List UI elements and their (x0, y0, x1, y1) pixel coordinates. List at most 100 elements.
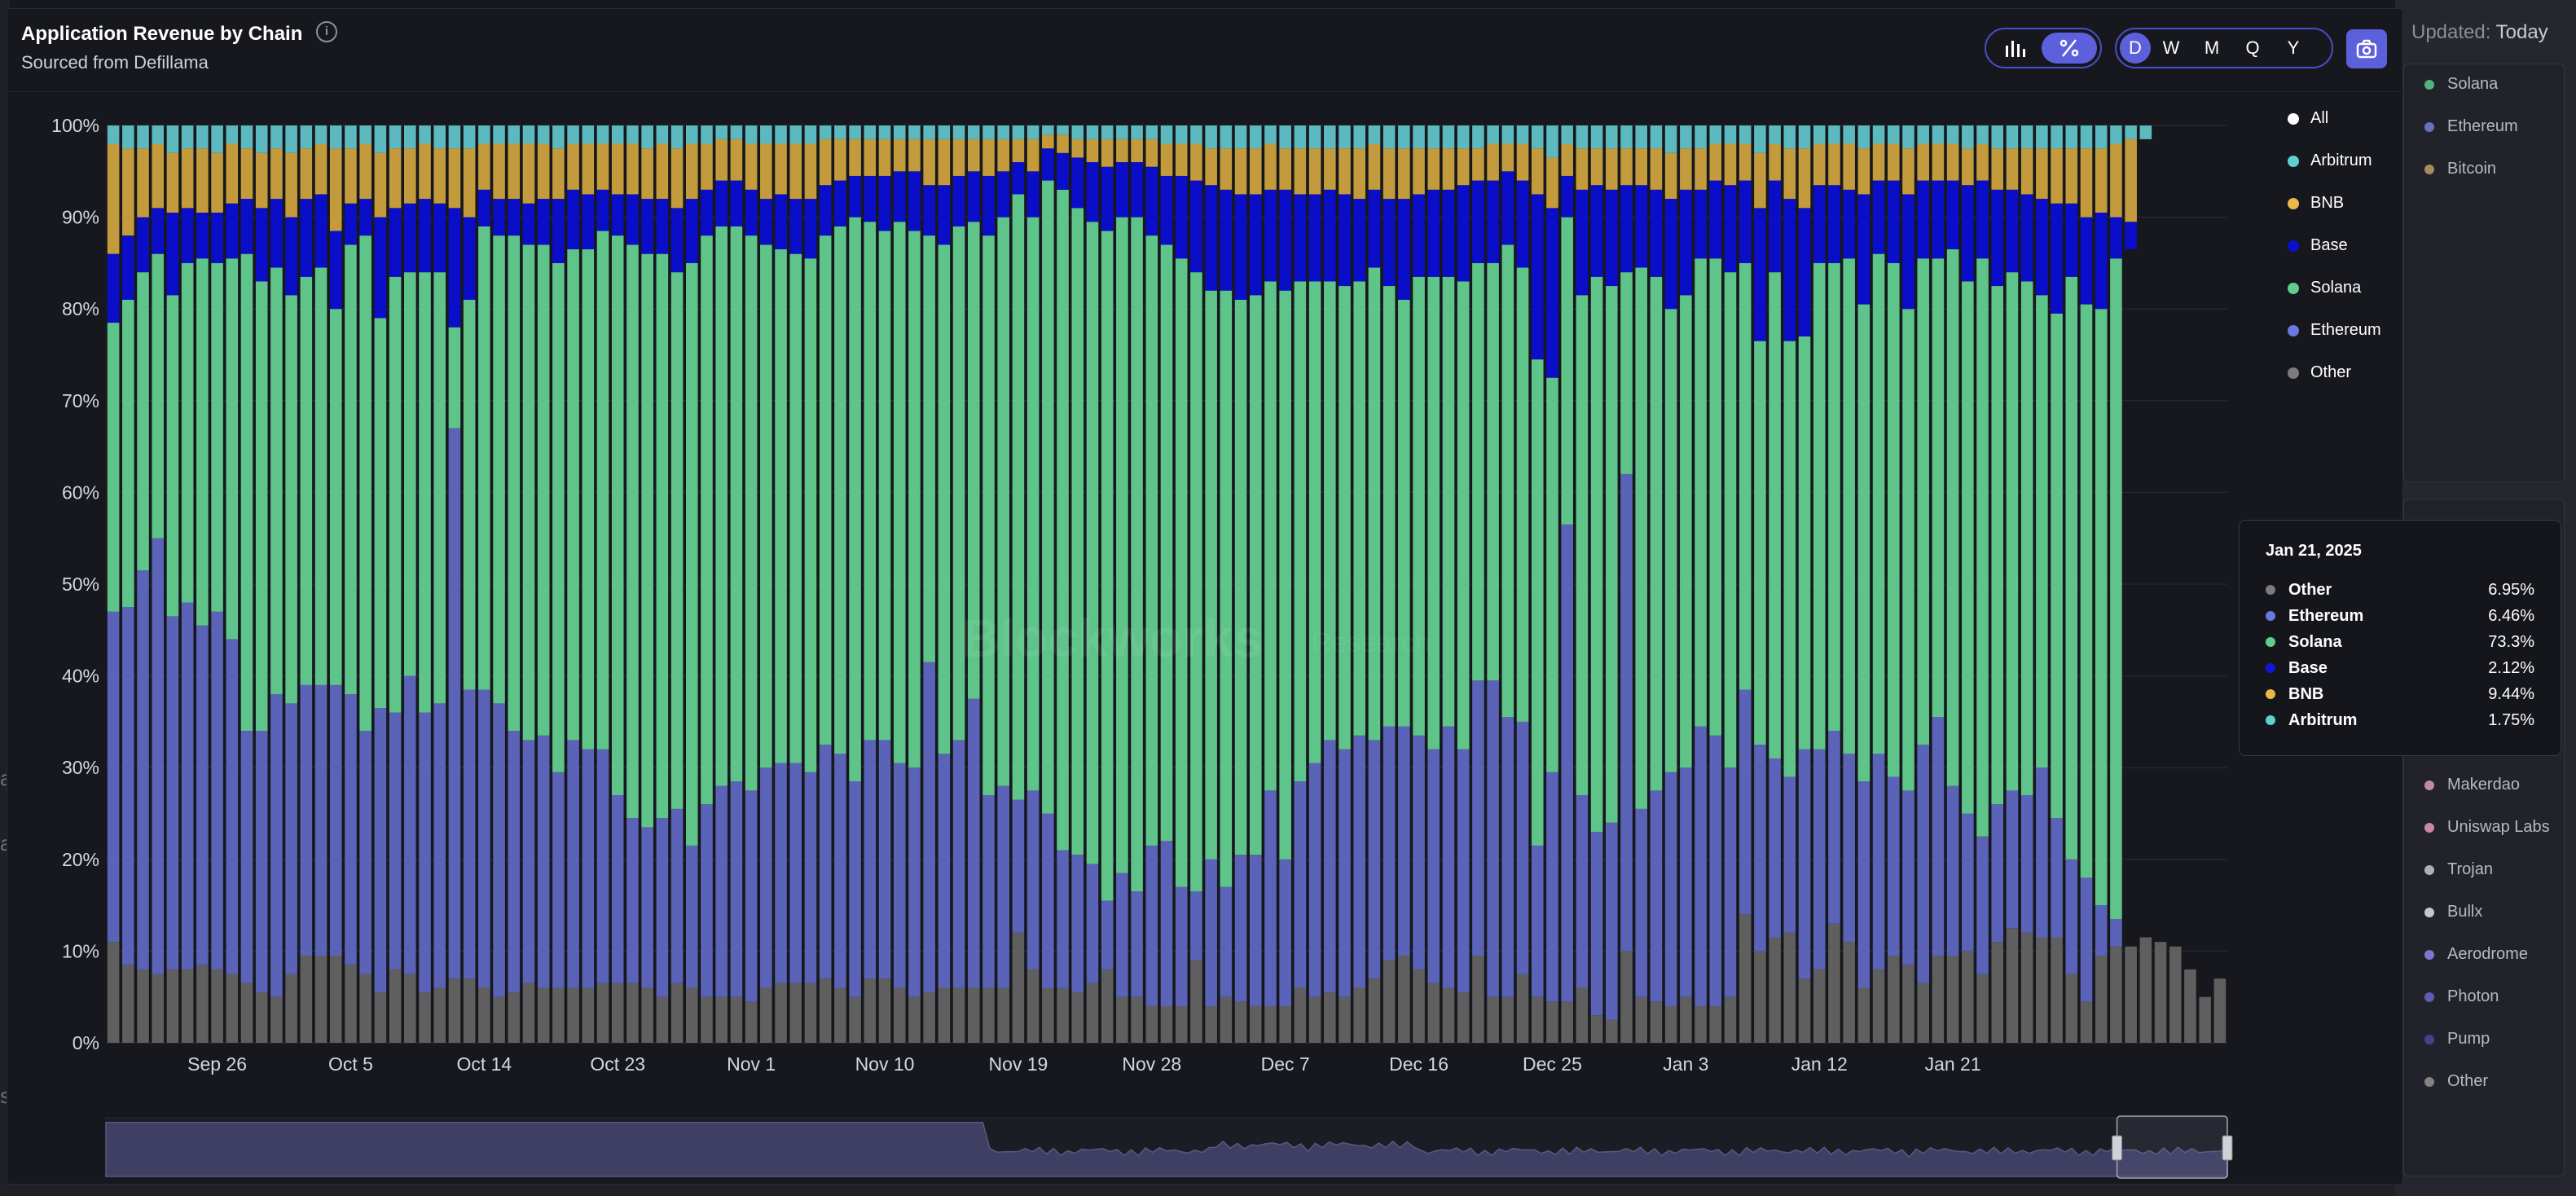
bar-segment-bnb (893, 139, 906, 172)
legend-label: Ethereum (2310, 321, 2381, 339)
bar-segment-solana (1279, 290, 1291, 860)
bar-segment-ethereum (1026, 790, 1040, 970)
bar-segment-other (923, 992, 935, 1043)
bar-segment-other (760, 987, 772, 1043)
legend-item-base[interactable]: Base (2288, 236, 2348, 255)
bar-segment-other (656, 996, 669, 1043)
bar-segment-bnb (508, 143, 521, 200)
bar-segment-other (1413, 969, 1425, 1043)
bar-segment-bnb (1042, 134, 1054, 149)
bar-segment-ethereum (314, 684, 327, 956)
bar-segment-other (1160, 1005, 1173, 1043)
bar-segment-other (567, 987, 579, 1043)
x-tick-label: Dec 16 (1389, 1053, 1448, 1075)
bar-segment-solana (1472, 262, 1484, 681)
bar-segment-bnb (389, 148, 402, 209)
tooltip-label: Base (2288, 658, 2328, 677)
bar-segment-solana (641, 253, 653, 828)
bar-segment-solana (715, 226, 728, 786)
bar-segment-bnb (2036, 148, 2048, 200)
bar-segment-solana (1249, 295, 1262, 855)
bar-segment-base (2080, 217, 2093, 305)
bar-segment-arbitrum (1620, 125, 1633, 149)
legend-item-bnb[interactable]: BNB (2288, 194, 2344, 213)
bar-segment-other (166, 969, 179, 1043)
percent-icon[interactable] (2042, 33, 2097, 64)
bar-segment-other (1620, 951, 1633, 1043)
bar-segment-bnb (923, 139, 935, 186)
period-button-w[interactable]: W (2162, 37, 2180, 58)
bar-segment-ethereum (804, 772, 817, 983)
bar-segment-solana (1516, 267, 1529, 722)
bar-segment-ethereum (1368, 740, 1381, 979)
legend-item-other[interactable]: Other (2288, 363, 2351, 382)
bar-segment-other (1249, 1005, 1262, 1043)
bar-segment-base (1353, 199, 1366, 282)
bar-segment-solana (211, 262, 223, 612)
background-item-dot (2424, 1076, 2434, 1087)
bar-segment-bnb (1962, 148, 1974, 186)
bar-segment-arbitrum (1991, 125, 2004, 149)
period-button-m[interactable]: M (2204, 37, 2220, 58)
bar-segment-ethereum (2020, 794, 2033, 933)
bar-segment-ethereum (1664, 772, 1677, 1006)
legend-dot (2288, 282, 2299, 294)
bar-segment-arbitrum (1798, 125, 1811, 149)
bar-segment-bnb (1086, 139, 1099, 163)
bar-segment-solana (1888, 262, 1900, 777)
y-tick-label: 10% (62, 940, 99, 961)
bar-segment-arbitrum (345, 125, 357, 149)
legend-item-ethereum[interactable]: Ethereum (2288, 321, 2381, 340)
legend-item-solana[interactable]: Solana (2288, 279, 2361, 297)
bar-segment-solana (1294, 281, 1307, 782)
screenshot-icon[interactable] (2346, 29, 2387, 68)
bar-segment-ethereum (448, 428, 461, 979)
period-button-q[interactable]: Q (2245, 37, 2260, 58)
bar-segment-other (2125, 946, 2137, 1043)
bar-segment-solana (1057, 189, 1069, 851)
background-item-bullx: Bullx (2424, 903, 2482, 921)
bar-segment-other (314, 956, 327, 1043)
bar-segment-ethereum (1590, 832, 1603, 1016)
bar-segment-ethereum (107, 611, 120, 943)
bar-segment-bnb (2006, 148, 2019, 190)
updated-label: Updated: Today (2411, 21, 2548, 43)
bar-segment-base (701, 189, 713, 236)
period-button-y[interactable]: Y (2287, 37, 2300, 58)
bar-segment-ethereum (1917, 745, 1929, 983)
legend-dot (2288, 367, 2299, 379)
bar-segment-base (1249, 194, 1262, 296)
bar-segment-ethereum (1739, 689, 1752, 915)
bar-segment-ethereum (404, 675, 416, 974)
bar-segment-bnb (1531, 148, 1544, 195)
bar-segment-arbitrum (255, 125, 268, 153)
bar-segment-bnb (938, 139, 951, 186)
bar-segment-arbitrum (1695, 125, 1707, 149)
bar-segment-bnb (314, 143, 327, 195)
bar-segment-solana (1042, 180, 1054, 814)
bar-segment-other (196, 965, 209, 1043)
bar-segment-arbitrum (804, 125, 817, 144)
bar-segment-other (1546, 1001, 1558, 1043)
info-icon[interactable]: i (316, 21, 337, 42)
bar-segment-other (864, 978, 877, 1043)
legend-item-all[interactable]: All (2288, 109, 2328, 128)
bar-segment-bnb (819, 139, 832, 186)
bar-segment-base (1086, 162, 1099, 222)
bar-segment-base (1472, 180, 1484, 263)
bar-segment-arbitrum (196, 125, 209, 149)
bar-segment-bnb (1739, 143, 1752, 181)
bar-segment-ethereum (374, 708, 387, 993)
bar-segment-bnb (226, 143, 239, 204)
bar-segment-arbitrum (1739, 125, 1752, 144)
bar-chart-icon[interactable] (1989, 33, 2042, 64)
period-button-d[interactable]: D (2120, 33, 2151, 64)
bar-segment-base (359, 199, 371, 236)
background-item-label: Solana (2447, 75, 2499, 93)
bar-segment-base (1680, 189, 1692, 296)
bar-segment-base (552, 199, 565, 263)
legend-item-arbitrum[interactable]: Arbitrum (2288, 152, 2372, 170)
bar-segment-arbitrum (1308, 125, 1321, 149)
bar-segment-base (1501, 171, 1514, 245)
bar-segment-solana (1857, 304, 1870, 782)
